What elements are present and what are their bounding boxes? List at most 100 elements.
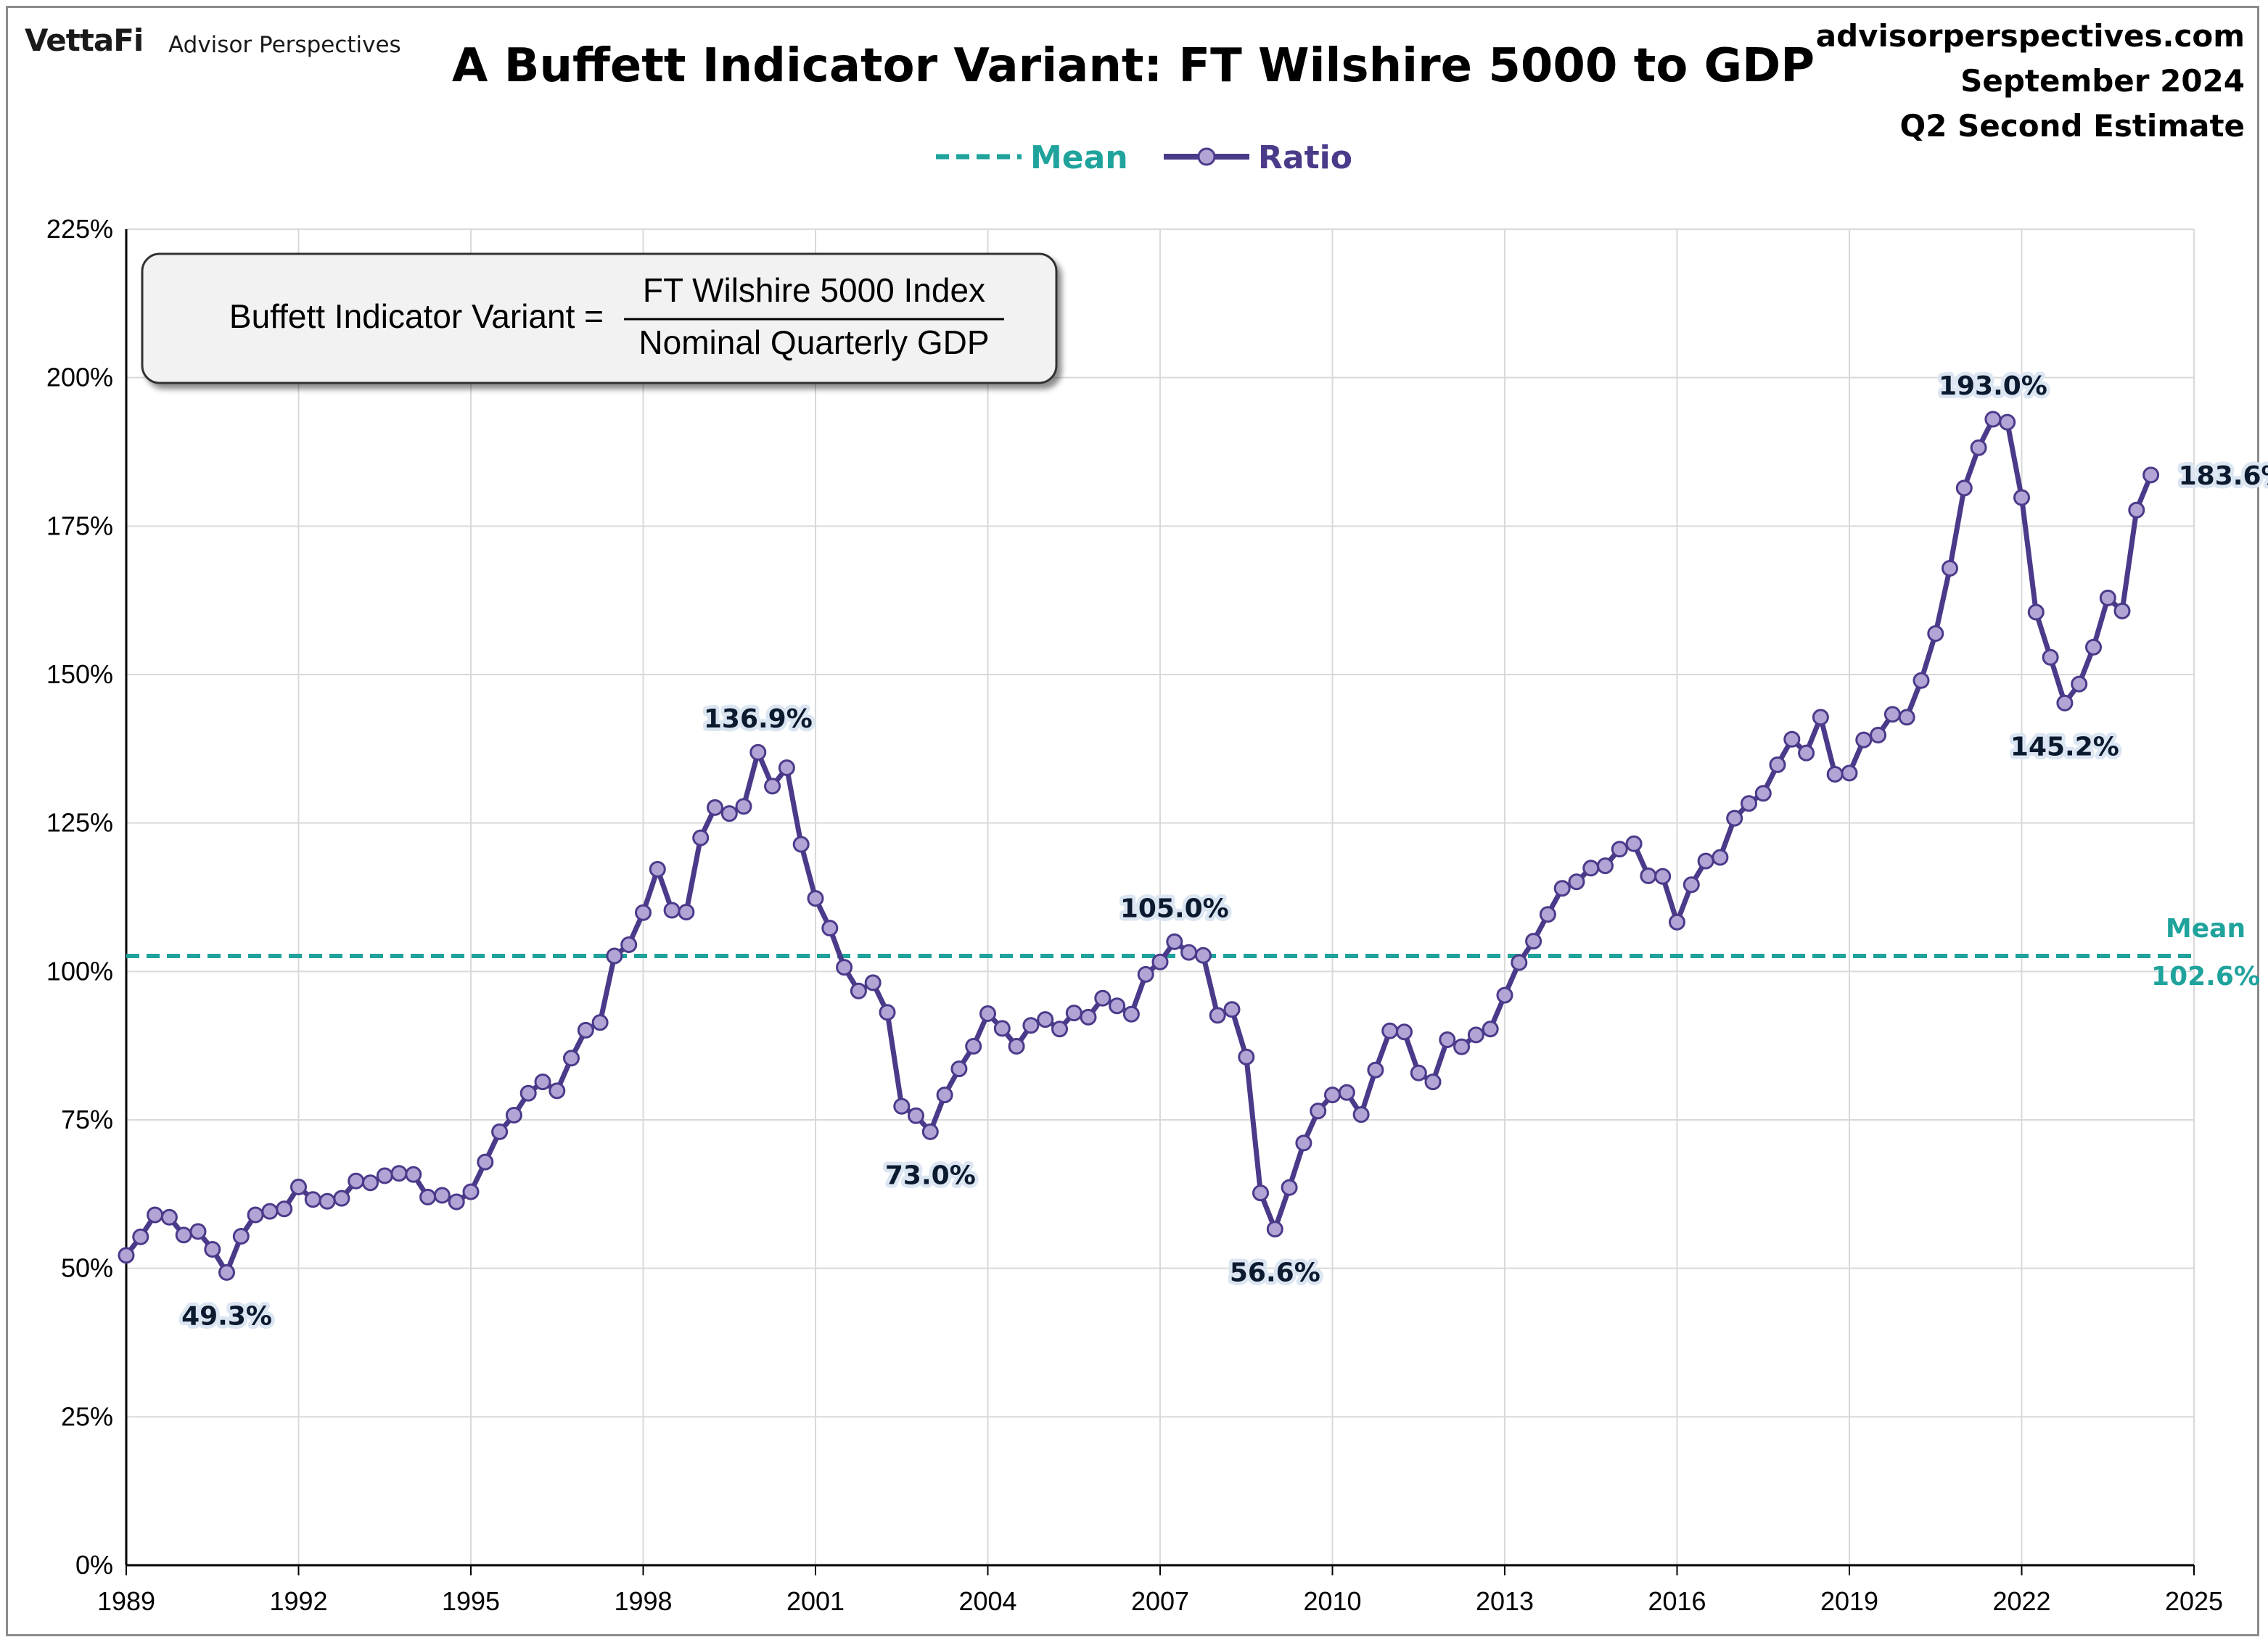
ratio-point — [376, 1167, 393, 1184]
ratio-point — [1568, 873, 1585, 891]
ratio-point — [147, 1206, 164, 1224]
ratio-point — [1352, 1106, 1370, 1124]
ratio-point — [1037, 1011, 1054, 1028]
ratio-point — [1697, 852, 1714, 870]
ratio-point — [1955, 479, 1973, 497]
ratio-point — [1209, 1007, 1226, 1024]
ratio-point — [132, 1228, 149, 1245]
ratio-point — [1137, 965, 1154, 983]
ratio-point — [807, 890, 824, 907]
advisor-perspectives-logo: Advisor Perspectives — [168, 32, 401, 58]
ratio-point — [1482, 1021, 1499, 1038]
ratio-point — [1798, 744, 1815, 762]
ratio-point — [247, 1206, 264, 1224]
ratio-point — [1266, 1221, 1283, 1238]
ratio-point — [1984, 411, 2002, 428]
x-tick-label: 2019 — [1820, 1586, 1878, 1616]
ratio-point — [778, 759, 795, 776]
ratio-point — [276, 1200, 293, 1218]
ratio-point — [1295, 1134, 1312, 1152]
ratio-point — [1109, 997, 1126, 1015]
ratio-point — [879, 1004, 896, 1021]
ratio-point — [707, 799, 723, 816]
chart-title: A Buffett Indicator Variant: FT Wilshire… — [452, 39, 1815, 93]
y-tick-label: 75% — [61, 1105, 113, 1134]
ratio-point — [1080, 1008, 1097, 1026]
ratio-point — [2085, 638, 2102, 656]
ratio-point — [1166, 933, 1183, 950]
ratio-point — [1324, 1087, 1341, 1104]
x-tick-label: 2016 — [1648, 1586, 1706, 1616]
ratio-point — [390, 1165, 408, 1182]
ratio-point — [548, 1082, 566, 1100]
estimate-label: Q2 Second Estimate — [1900, 108, 2245, 144]
y-tick-label: 0% — [75, 1550, 113, 1580]
y-tick-label: 200% — [46, 363, 113, 392]
ratio-point — [936, 1087, 953, 1104]
ratio-point — [563, 1050, 580, 1067]
ratio-point — [649, 861, 666, 878]
ratio-point — [1180, 944, 1198, 961]
x-tick-label: 2013 — [1476, 1586, 1534, 1616]
site-url: advisorperspectives.com — [1816, 18, 2245, 54]
mean-line-group: Mean 102.6% — [126, 914, 2260, 991]
formula-numerator: FT Wilshire 5000 Index — [643, 271, 985, 309]
ratio-point — [1783, 730, 1801, 748]
ratio-point — [290, 1179, 307, 1195]
ratio-point — [720, 805, 738, 822]
ratio-point — [577, 1021, 594, 1039]
ratio-point — [218, 1263, 235, 1281]
ratio-point — [1310, 1102, 1327, 1120]
ratio-point — [1870, 727, 1887, 743]
annotation-label: 193.0% — [1939, 371, 2047, 401]
ratio-point — [1942, 560, 1958, 577]
ratio-point — [836, 959, 853, 976]
ratio-point — [175, 1226, 192, 1244]
ratio-point — [635, 904, 652, 921]
ratio-point — [1812, 709, 1829, 726]
ratio-point — [1281, 1179, 1298, 1196]
ratio-point — [908, 1107, 924, 1124]
annotation-label: 145.2% — [2010, 732, 2119, 762]
legend: Mean Ratio — [936, 139, 1352, 176]
legend-ratio-marker — [1197, 147, 1216, 166]
ratio-point — [1669, 913, 1685, 931]
ratio-point — [1539, 906, 1556, 923]
ratio-point — [477, 1153, 494, 1171]
ratio-point — [979, 1005, 996, 1022]
ratio-point — [921, 1123, 939, 1140]
ratio-point — [1712, 849, 1729, 866]
ratio-point — [1625, 835, 1643, 852]
ratio-point — [519, 1084, 537, 1102]
ratio-point — [1151, 953, 1169, 970]
ratio-point — [1883, 706, 1901, 723]
ratio-point — [678, 904, 695, 920]
ratio-point — [792, 836, 810, 853]
ratio-point — [505, 1107, 522, 1124]
ratio-point — [204, 1241, 221, 1258]
legend-ratio-label: Ratio — [1258, 139, 1352, 176]
x-tick-label: 2025 — [2165, 1586, 2223, 1616]
ratio-point — [1855, 731, 1873, 749]
ratio-point — [1238, 1048, 1255, 1065]
annotation-label: 73.0% — [885, 1160, 976, 1190]
formula-box-background — [141, 252, 1058, 384]
ratio-point — [232, 1228, 250, 1245]
ratio-point — [419, 1188, 437, 1205]
annotation-label: 183.6% — [2179, 461, 2268, 491]
ratio-point — [118, 1247, 135, 1264]
ratio-point — [433, 1187, 451, 1204]
ratio-point — [1467, 1026, 1484, 1044]
ratio-point — [1424, 1073, 1442, 1091]
ratio-point — [2128, 501, 2145, 519]
ratio-point — [462, 1183, 480, 1200]
ratio-point — [1439, 1031, 1456, 1048]
publication-date: September 2024 — [1960, 63, 2245, 99]
ratio-point — [1682, 876, 1700, 894]
formula-lhs: Buffett Indicator Variant = — [229, 297, 604, 335]
ratio-point — [749, 743, 767, 761]
ratio-point — [491, 1123, 509, 1140]
ratio-point — [1381, 1022, 1399, 1039]
ratio-point — [965, 1038, 982, 1055]
ratio-point — [1611, 841, 1628, 858]
